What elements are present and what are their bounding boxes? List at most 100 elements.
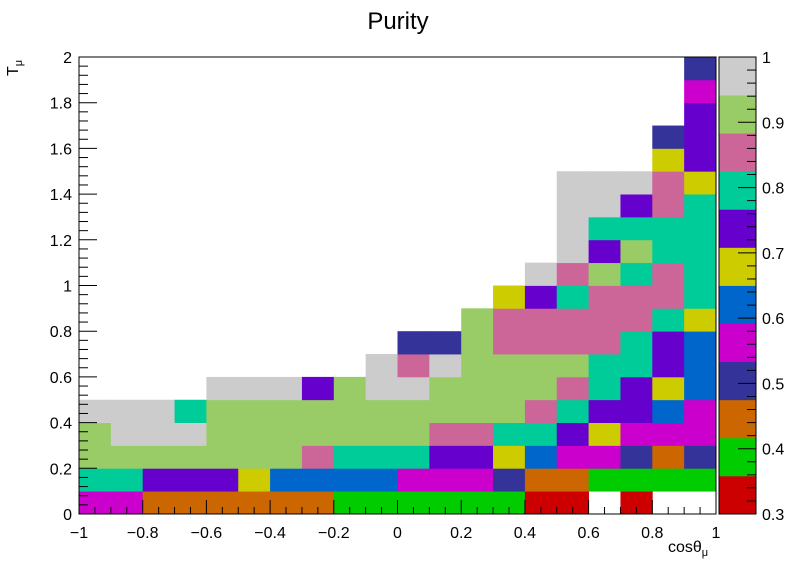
heatmap-cell [556,354,589,378]
color-scale-band [719,171,756,210]
heatmap-cell [493,376,526,401]
x-tick-label: −1 [70,525,88,542]
heatmap-cell [461,354,494,378]
heatmap-cell [556,399,589,423]
heatmap-cell [588,468,621,492]
color-scale-tick-label: 0.5 [762,376,784,393]
heatmap-cell [493,445,526,469]
heatmap-cell [684,331,717,355]
heatmap-cell [461,399,494,423]
heatmap-cell [397,491,430,515]
heatmap-cell [652,285,685,309]
heatmap-cell [270,491,303,515]
heatmap-cell [524,376,558,401]
heatmap-cell [684,285,717,309]
heatmap-cell [588,331,621,355]
heatmap-cell [588,216,621,241]
heatmap-cell [556,308,589,332]
heatmap-cell [365,445,398,469]
y-tick-label: 1.4 [50,187,72,204]
heatmap-cell [270,376,303,401]
color-scale-band [719,95,756,134]
x-tick-label: −0.6 [191,525,223,542]
heatmap-cell [493,308,526,332]
heatmap-cell [174,399,207,423]
heatmap-cell [652,445,685,469]
heatmap-cell [620,216,653,241]
heatmap-cell [206,491,239,515]
heatmap-cell [620,399,653,423]
color-scale-ticks: 0.3 0.4 0.5 0.6 0.7 0.8 0.9 1 [738,50,784,524]
heatmap-cell [142,468,175,492]
heatmap-cell [684,194,717,218]
color-scale-band [719,399,756,439]
heatmap-cell [556,285,589,309]
heatmap-cell [365,468,398,492]
y-tick-label: 1.8 [50,96,72,113]
x-axis-label-main: cosθ [668,539,702,556]
color-scale-bar [719,57,756,515]
heatmap-cell [333,422,367,446]
heatmap-cell [397,354,430,378]
heatmap-cell [429,422,462,446]
x-axis-label-sub: μ [702,547,708,559]
heatmap-cell [301,376,335,401]
heatmap-cell [524,422,558,446]
heatmap-cell [652,354,685,378]
heatmap-cell [206,422,239,446]
heatmap-cell [652,216,685,241]
heatmap-cell [684,102,717,126]
heatmap-cell [174,468,207,492]
heatmap-cell [365,376,398,401]
color-scale-band [719,437,756,477]
heatmap-cell [238,491,271,515]
heatmap-cell [238,376,271,401]
heatmap-cell [588,285,621,309]
heatmap-cell [429,331,462,355]
heatmap-cell [524,445,558,469]
heatmap-cell [110,422,144,446]
y-tick-label: 1.2 [50,233,72,250]
heatmap-cell [524,491,558,515]
x-axis-ticks: −1 −0.8 −0.6 −0.4 −0.2 0 0.2 0.4 0.6 0.8 1 [70,500,721,542]
heatmap-cell [652,194,685,218]
heatmap-cell [684,399,717,423]
heatmap-cell [556,445,589,469]
y-tick-label: 0.6 [50,370,72,387]
color-scale-tick-label: 0.3 [762,507,784,524]
heatmap-cell [493,285,526,309]
heatmap-cell [493,354,526,378]
heatmap-cell [652,399,685,423]
heatmap-cell [652,331,685,355]
heatmap-cell [588,171,621,195]
y-axis-label-main: T [5,66,22,76]
heatmap-cell [333,376,367,401]
heatmap-cell [270,445,303,469]
x-tick-label: 0.2 [450,525,472,542]
heatmap-cell [652,125,685,149]
heatmap-cell [238,468,271,492]
heatmap-cell [620,171,653,195]
heatmap-cell [684,262,717,286]
heatmap-cell [493,422,526,446]
x-tick-label: −0.2 [318,525,350,542]
heatmap-cell [588,262,621,286]
heatmap-cell [238,422,271,446]
x-tick-label: 0.4 [514,525,536,542]
heatmap-cell [429,376,462,401]
heatmap-cell [397,422,430,446]
x-tick-label: 0.6 [577,525,599,542]
heatmap-cell [174,422,207,446]
heatmap-cell [301,468,335,492]
y-axis-ticks: 0 0.2 0.4 0.6 0.8 1 1.2 1.4 1.6 1.8 2 [50,50,97,524]
x-tick-label: 0 [393,525,402,542]
heatmap-cell [142,399,175,423]
x-tick-label: 1 [712,525,721,542]
heatmap-cell [620,239,653,264]
x-axis-label: cosθμ [668,539,708,559]
heatmap-cell [620,194,653,218]
heatmap-cell [684,148,717,172]
heatmap-cell [524,399,558,423]
heatmap-cell [301,399,335,423]
y-tick-label: 0.8 [50,324,72,341]
